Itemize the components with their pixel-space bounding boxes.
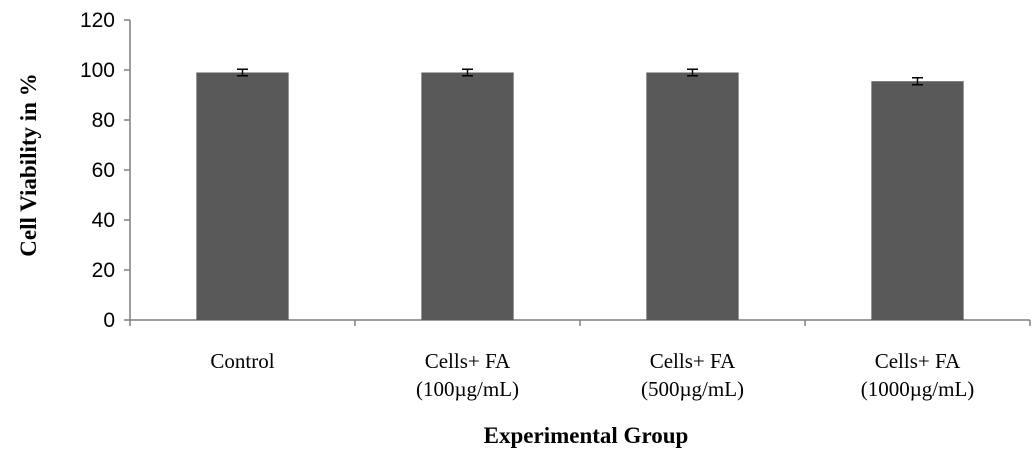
bar — [871, 81, 964, 320]
x-tick-label-line: Cells+ FA — [425, 349, 511, 373]
error-bars — [237, 68, 923, 86]
y-axis-title: Cell Viability in % — [16, 73, 41, 256]
y-tick-label: 80 — [92, 109, 115, 132]
x-tick-label-line: (100µg/mL) — [416, 377, 519, 401]
x-tick-label: Cells+ FA (500µg/mL) — [641, 349, 744, 401]
y-axis: 0 20 40 60 80 100 120 — [80, 9, 131, 332]
error-bar — [462, 68, 473, 77]
x-tick-label: Cells+ FA (100µg/mL) — [416, 349, 519, 401]
category-labels: Control Cells+ FA (100µg/mL) Cells+ FA (500µ… — [210, 349, 974, 401]
x-tick-label-line: (500µg/mL) — [641, 377, 744, 401]
y-tick-label: 60 — [92, 159, 115, 182]
x-axis-title: Experimental Group — [484, 423, 689, 448]
y-tick-label: 0 — [103, 309, 115, 332]
y-tick-label: 20 — [92, 259, 115, 282]
bars — [196, 72, 964, 320]
bar — [421, 72, 514, 320]
error-bar — [912, 77, 923, 86]
x-tick-label-line: Control — [210, 349, 274, 373]
x-tick-label-line: Cells+ FA — [650, 349, 736, 373]
y-tick-label: 120 — [80, 9, 115, 32]
error-bar — [687, 68, 698, 77]
x-tick-label: Cells+ FA (1000µg/mL) — [861, 349, 975, 401]
x-axis — [129, 319, 1031, 326]
y-tick-label: 100 — [80, 59, 115, 82]
x-tick-label: Control — [210, 349, 274, 373]
error-bar — [237, 68, 248, 77]
x-tick-label-line: Cells+ FA — [875, 349, 961, 373]
bar — [646, 72, 739, 320]
bar — [196, 72, 289, 320]
x-tick-label-line: (1000µg/mL) — [861, 377, 975, 401]
y-tick-label: 40 — [92, 209, 115, 232]
